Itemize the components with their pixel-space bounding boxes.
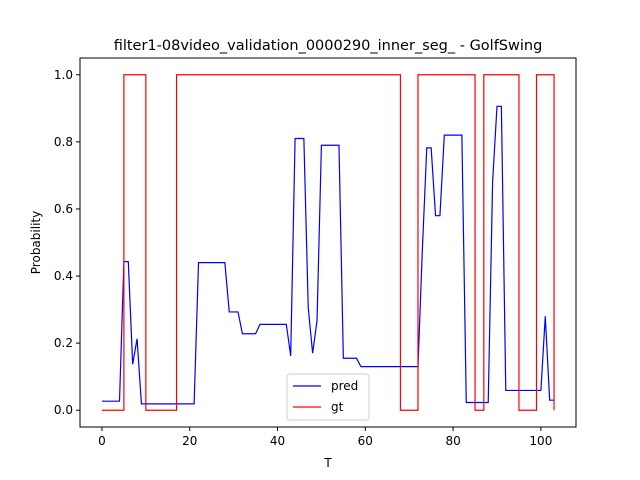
y-tick-label: 0.8 [54, 135, 73, 149]
x-axis-label: T [323, 456, 332, 470]
x-axis: 0 20 40 60 80 100 [98, 427, 552, 448]
series-line-gt [101, 74, 555, 411]
y-tick-label: 0.4 [54, 269, 73, 283]
x-tick-label: 20 [182, 434, 197, 448]
x-tick-label: 40 [270, 434, 285, 448]
y-tick-label: 0.6 [54, 202, 73, 216]
series-layer [101, 74, 555, 411]
x-tick-label: 60 [358, 434, 373, 448]
y-tick-label: 0.2 [54, 336, 73, 350]
x-tick-label: 0 [98, 434, 106, 448]
legend-label-gt: gt [331, 400, 344, 414]
y-axis-label: Probability [29, 211, 43, 274]
plot-frame [79, 57, 577, 428]
legend: pred gt [286, 373, 370, 421]
y-tick-label: 1.0 [54, 68, 73, 82]
x-tick-label: 80 [445, 434, 460, 448]
x-tick-label: 100 [529, 434, 552, 448]
chart-title: filter1-08video_validation_0000290_inner… [114, 38, 543, 54]
legend-label-pred: pred [331, 379, 358, 393]
y-tick-label: 0.0 [54, 403, 73, 417]
series-line-pred [101, 105, 555, 405]
y-axis: 0.0 0.2 0.4 0.6 0.8 1.0 [54, 68, 80, 417]
